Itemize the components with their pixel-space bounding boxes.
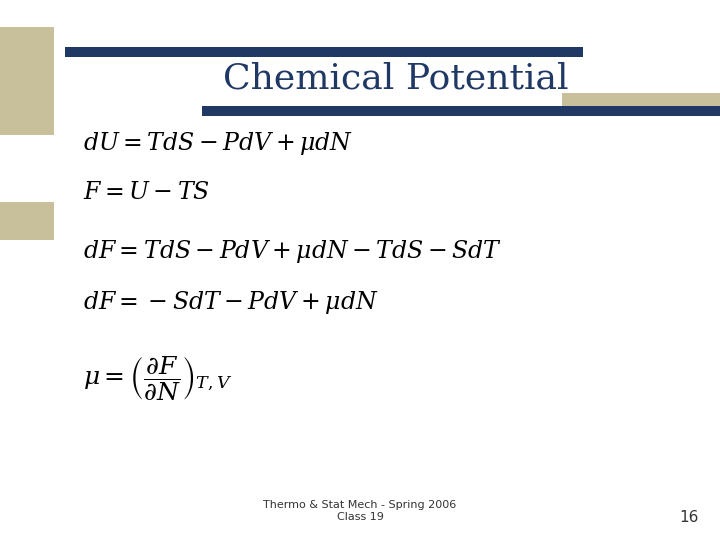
- Bar: [562, 93, 720, 115]
- Text: 16: 16: [679, 510, 698, 525]
- Text: $dF = TdS - PdV + \mu dN - TdS - SdT$: $dF = TdS - PdV + \mu dN - TdS - SdT$: [83, 238, 502, 265]
- Text: Thermo & Stat Mech - Spring 2006: Thermo & Stat Mech - Spring 2006: [264, 500, 456, 510]
- Text: Class 19: Class 19: [336, 512, 384, 522]
- Bar: [0, 27, 54, 135]
- Bar: [65, 47, 583, 57]
- Text: $dF = -SdT - PdV + \mu dN$: $dF = -SdT - PdV + \mu dN$: [83, 289, 378, 316]
- Text: $\mu = \left(\dfrac{\partial F}{\partial N}\right)_{T,V}$: $\mu = \left(\dfrac{\partial F}{\partial…: [83, 354, 232, 402]
- Bar: [202, 106, 720, 116]
- Text: $dU = TdS - PdV + \mu dN$: $dU = TdS - PdV + \mu dN$: [83, 130, 353, 157]
- Text: $F = U - TS$: $F = U - TS$: [83, 180, 210, 204]
- Text: Chemical Potential: Chemical Potential: [223, 62, 569, 95]
- Bar: [0, 202, 54, 240]
